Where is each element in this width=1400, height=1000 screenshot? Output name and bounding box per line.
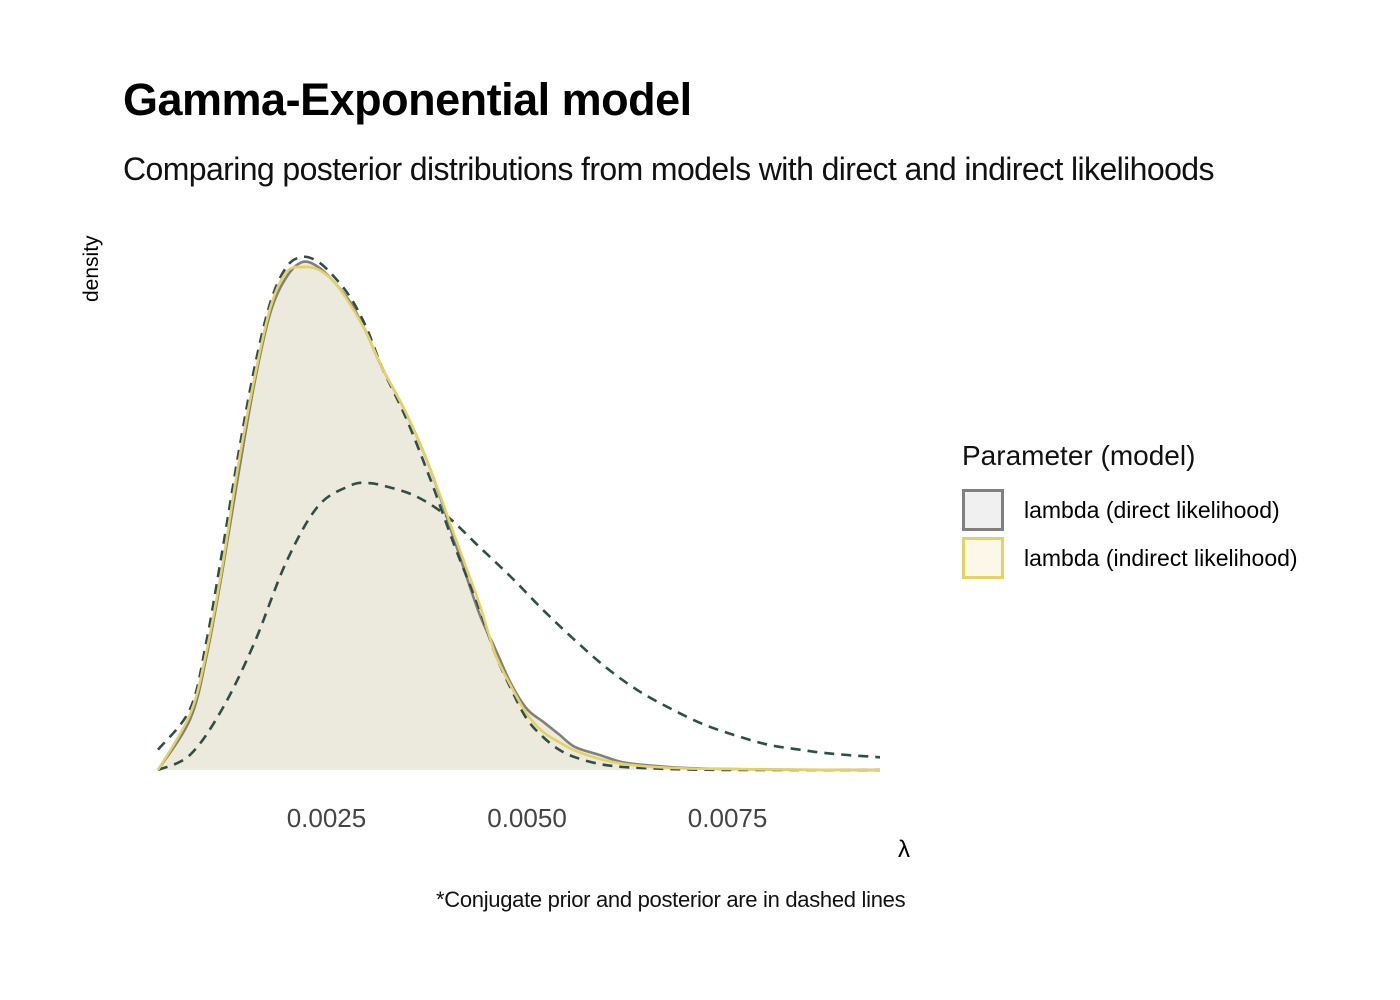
- x-tick-label: 0.0075: [688, 803, 768, 833]
- series-line-lambda-indirect-likelihood: [156, 265, 881, 772]
- x-axis-label: λ: [898, 836, 910, 863]
- chart-subtitle: Comparing posterior distributions from m…: [123, 151, 1214, 187]
- legend: Parameter (model) lambda (direct likelih…: [962, 440, 1298, 582]
- x-axis-ticks: 0.0025 0.0050 0.0075: [287, 803, 768, 833]
- legend-item-direct: lambda (direct likelihood): [962, 486, 1298, 534]
- legend-item-indirect: lambda (indirect likelihood): [962, 534, 1298, 582]
- series-line-conjugate-prior: [157, 481, 881, 772]
- x-tick-label: 0.0050: [487, 803, 567, 833]
- chart-title: Gamma-Exponential model: [123, 74, 692, 125]
- series-layer: [156, 255, 881, 772]
- legend-label-indirect: lambda (indirect likelihood): [1024, 544, 1298, 571]
- series-area-lambda-direct-likelihood: [158, 261, 880, 770]
- legend-key-direct: [962, 489, 1004, 531]
- x-tick-label: 0.0025: [287, 803, 367, 833]
- legend-title: Parameter (model): [962, 440, 1196, 471]
- chart-caption: *Conjugate prior and posterior are in da…: [436, 887, 906, 912]
- legend-key-indirect: [962, 537, 1004, 579]
- series-line-conjugate-posterior: [156, 255, 880, 772]
- legend-label-direct: lambda (direct likelihood): [1024, 496, 1280, 523]
